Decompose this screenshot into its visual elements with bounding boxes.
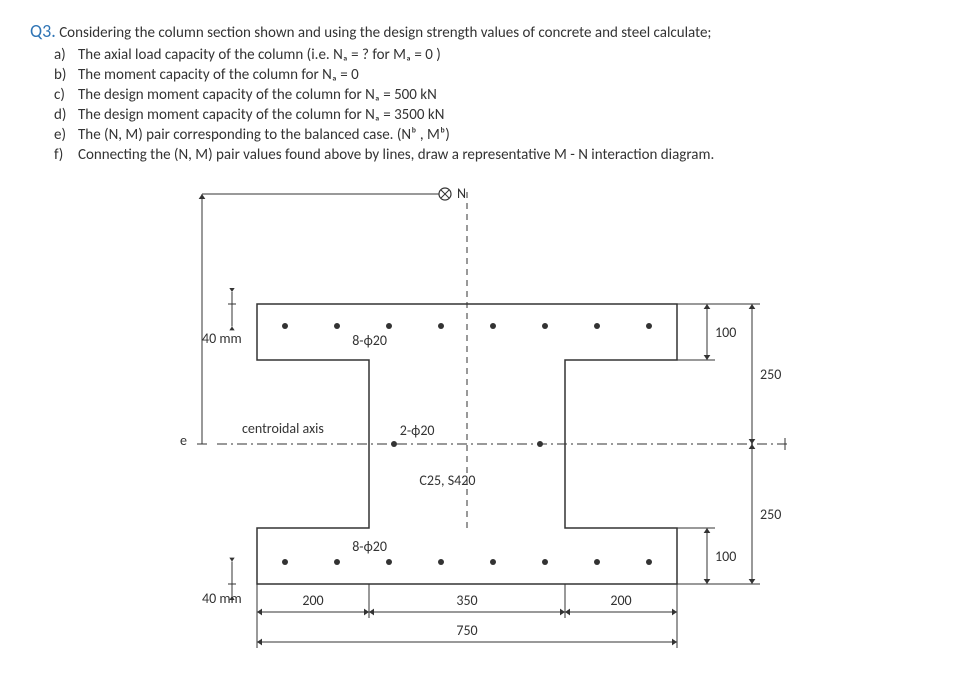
question-part: d)The design moment capacity of the colu… [54,106,944,124]
part-letter: b) [54,66,78,84]
question-part: a)The axial load capacity of the column … [54,46,944,64]
rebar-dot [542,559,548,565]
question-title: Q3. Considering the column section shown… [30,20,944,42]
rebar-dot [386,559,392,565]
rebar-dot [282,323,288,329]
part-text: The design moment capacity of the column… [78,106,444,124]
dim-label: 250 [760,506,781,523]
rebar-dot [537,441,543,447]
rebar-bot-label: 8-ϕ20 [352,538,387,555]
question-part: b)The moment capacity of the column for … [54,66,944,84]
rebar-dot [646,559,652,565]
rebar-mid-label: 2-ϕ20 [400,422,435,439]
rebar-dot [542,323,548,329]
question-part: c)The design moment capacity of the colu… [54,86,944,104]
part-letter: e) [54,126,78,144]
part-letter: f) [54,146,78,164]
rebar-top-label: 8-ϕ20 [352,332,387,349]
part-text: The moment capacity of the column for Nₐ… [78,66,359,84]
n-label: N [457,185,466,202]
question-prompt: Considering the column section shown and… [59,24,711,42]
rebar-dot [334,559,340,565]
cover-top-label: 40 mm [202,330,242,347]
part-text: Connecting the (N, M) pair values found … [78,146,714,164]
question-part: f)Connecting the (N, M) pair values foun… [54,146,944,164]
rebar-dot [646,323,652,329]
rebar-dot [594,323,600,329]
cover-bottom-label: 40 mm [202,590,242,607]
column-section-diagram: Ne 40 mm 40 mm 8-ϕ20 2-ϕ20 8-ϕ20 C25, S420 cent… [127,184,847,644]
part-text: The design moment capacity of the column… [78,86,437,104]
material-label: C25, S420 [419,472,475,489]
dim-label: 350 [456,592,477,609]
rebar-dot [490,323,496,329]
rebar-dot [438,559,444,565]
rebar-dot [391,441,397,447]
e-label: e [180,432,187,449]
rebar-dot [490,559,496,565]
part-text: The axial load capacity of the column (i… [78,46,441,64]
question-parts: a)The axial load capacity of the column … [54,46,944,164]
part-letter: c) [54,86,78,104]
dim-label: 250 [760,366,781,383]
dim-label: 100 [715,548,736,565]
rebar-dot [334,323,340,329]
dim-label: 100 [715,324,736,341]
part-text: The (N, M) pair corresponding to the bal… [78,126,450,144]
dim-label: 200 [302,592,323,609]
dim-label: 200 [610,592,631,609]
part-letter: a) [54,46,78,64]
question-number: Q3. [30,20,56,42]
rebar-dot [594,559,600,565]
rebar-dot [386,323,392,329]
centroid-label: centroidal axis [242,420,324,437]
rebar-dot [438,323,444,329]
dim-label: 750 [456,622,477,639]
question-part: e)The (N, M) pair corresponding to the b… [54,126,944,144]
part-letter: d) [54,106,78,124]
rebar-dot [282,559,288,565]
